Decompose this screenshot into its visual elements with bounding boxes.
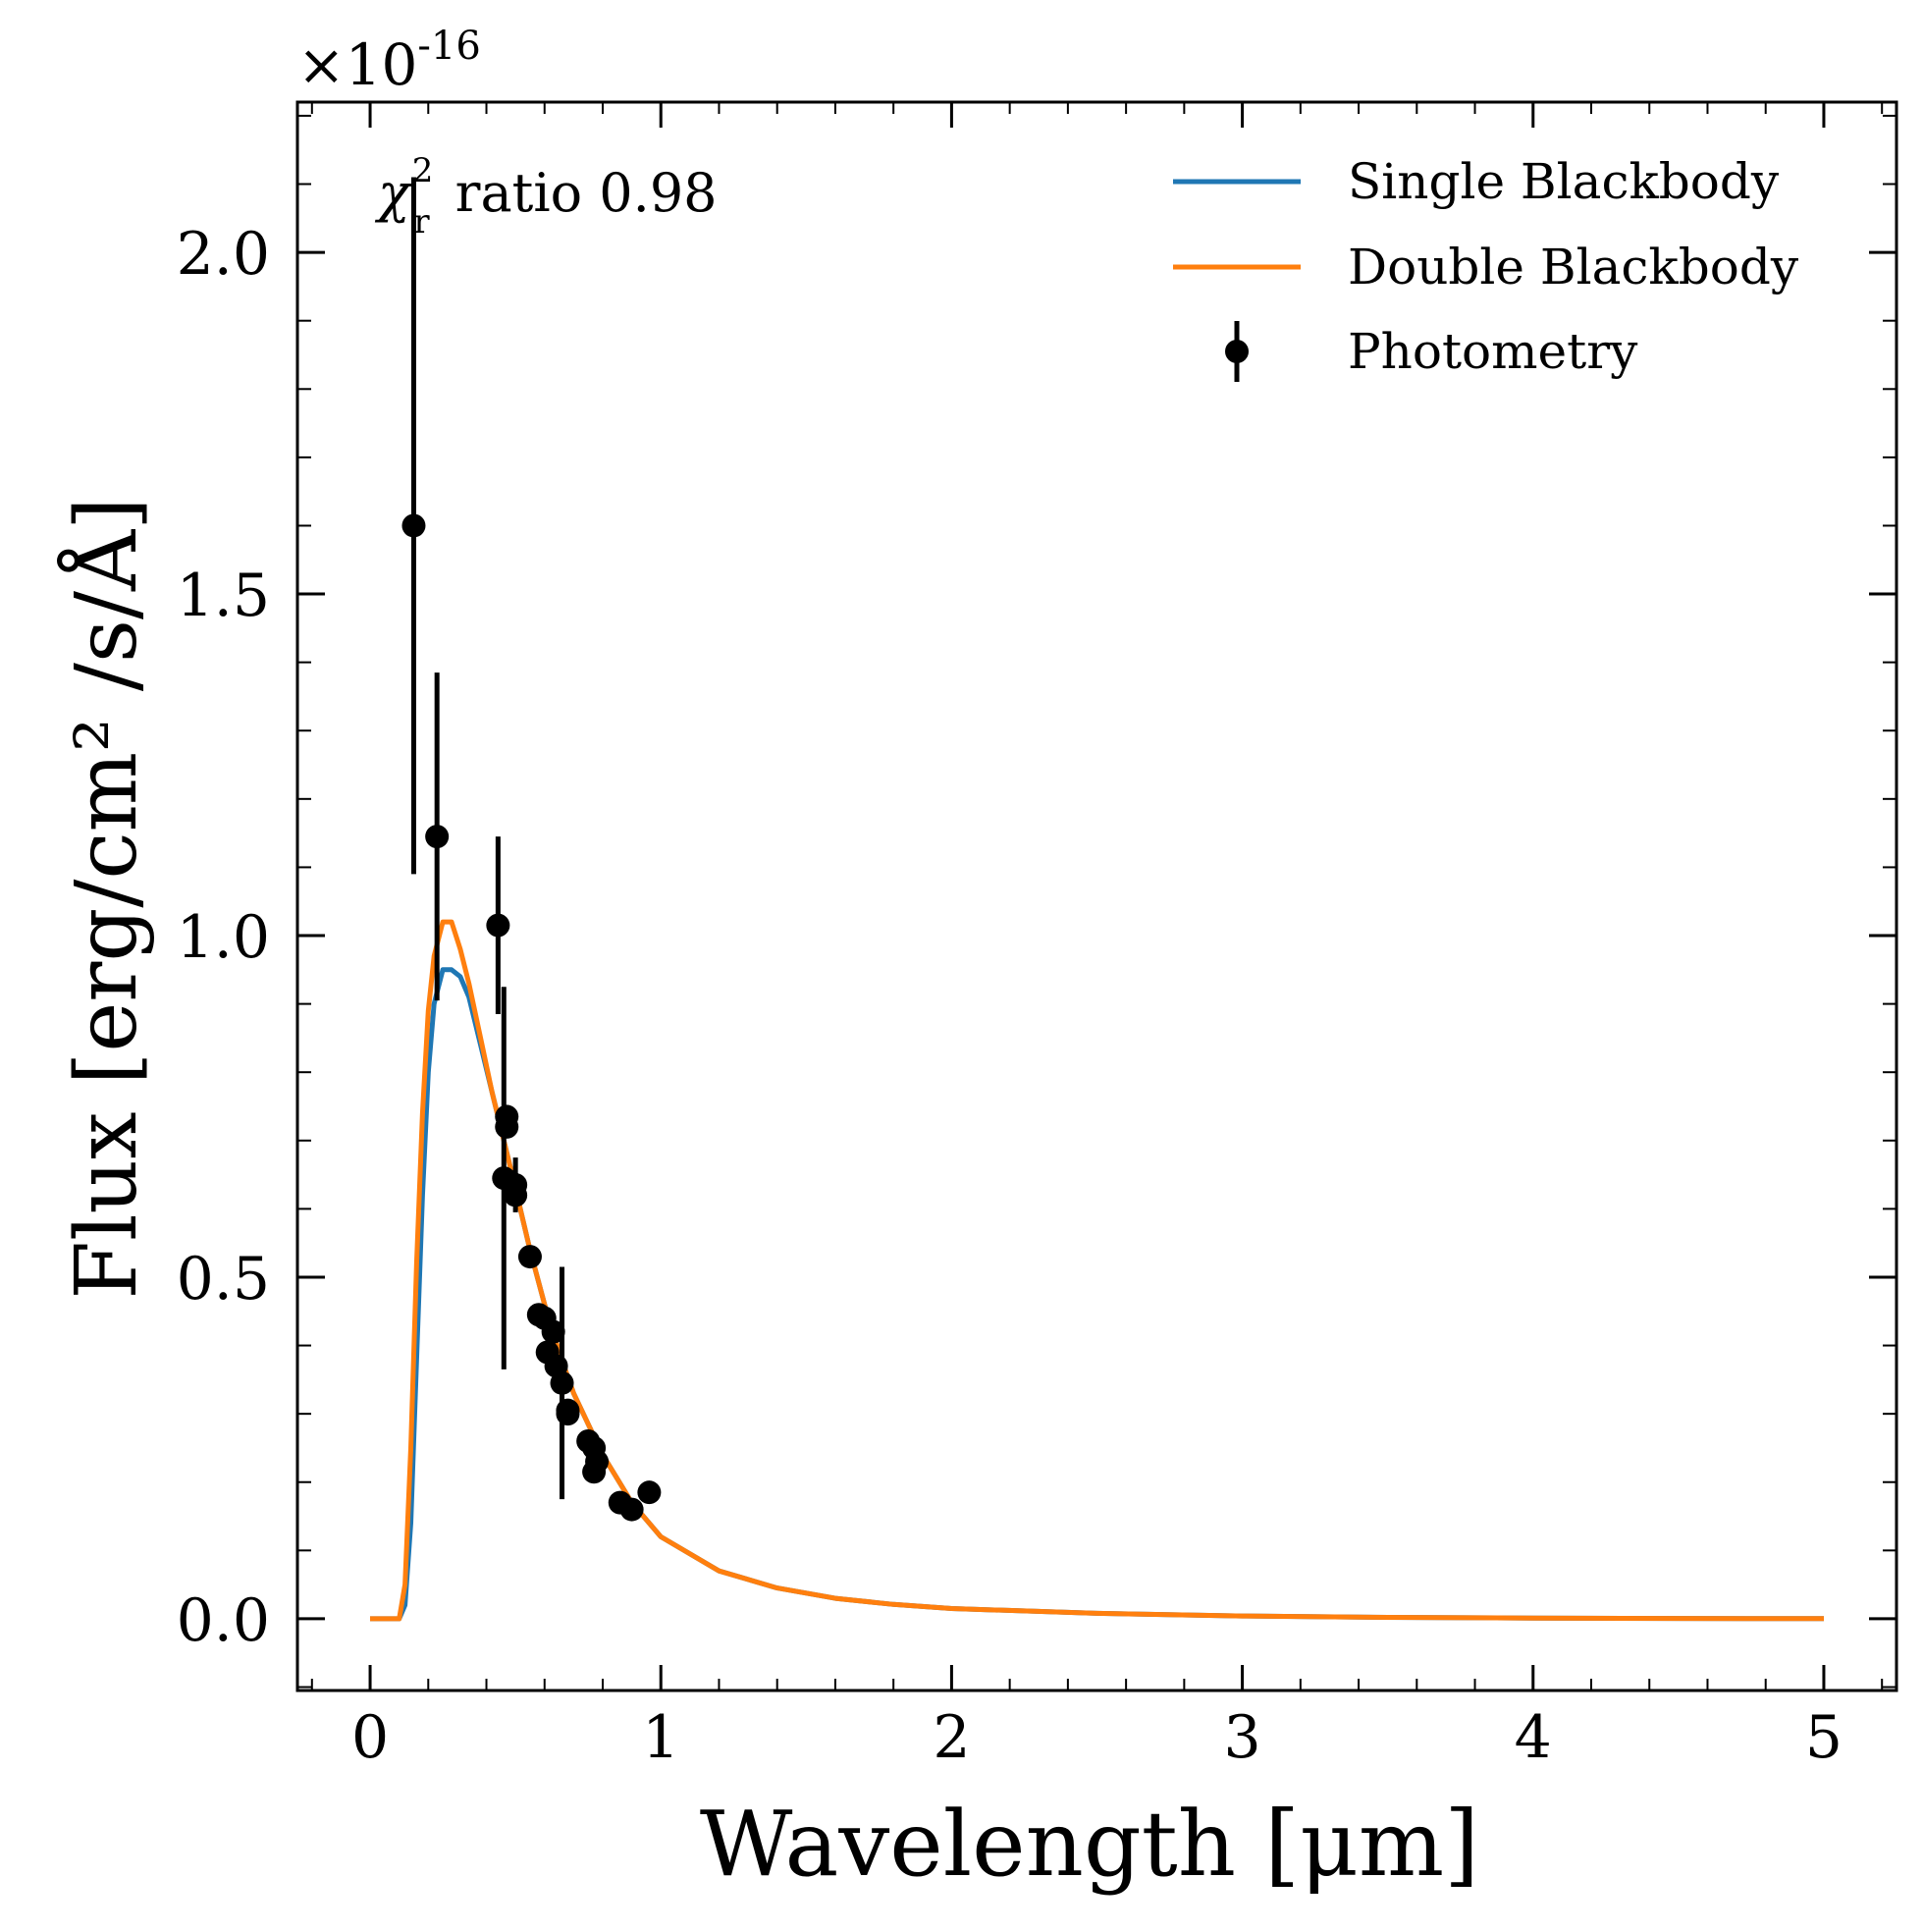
photometry-point: [556, 1402, 580, 1426]
y-multiplier-base: ×10: [297, 31, 417, 98]
y-tick-label: 2.0: [177, 220, 270, 289]
series-line-single-blackbody: [370, 967, 1825, 1622]
axes: 0 1 2 3 4 5 0.0 0.5 1.0 1.5 2.0: [177, 100, 1898, 1772]
legend-swatch-photometry-marker: [1225, 340, 1249, 363]
chi-square-annotation: χ2 r ratio 0.98: [374, 151, 718, 242]
x-tick-label: 5: [1805, 1703, 1843, 1772]
photometry-point: [401, 513, 426, 538]
photometry-point: [517, 1245, 542, 1269]
y-multiplier-exponent: -16: [417, 24, 480, 69]
y-tick-label: 0.5: [177, 1245, 270, 1314]
photometry-point: [585, 1449, 610, 1474]
photometry-point: [637, 1480, 662, 1505]
x-tick-label: 3: [1223, 1703, 1260, 1772]
series-line-double-blackbody: [370, 919, 1825, 1622]
x-axis-label: Wavelength [μm]: [700, 1792, 1479, 1897]
x-tick-label: 0: [351, 1703, 389, 1772]
photometry-point: [425, 825, 450, 849]
plot-marks: [370, 177, 1825, 1622]
x-tick-label: 2: [933, 1703, 970, 1772]
photometry-point: [550, 1370, 574, 1395]
photometry-point: [541, 1319, 565, 1344]
chi-subscript: r: [413, 202, 430, 242]
legend-label-double-blackbody: Double Blackbody: [1348, 239, 1799, 295]
photometry-point: [504, 1183, 528, 1208]
photometry-point: [495, 1114, 519, 1139]
photometry-point: [619, 1497, 644, 1522]
y-multiplier: ×10-16: [297, 24, 481, 98]
photometry-point: [486, 913, 510, 938]
legend-label-single-blackbody: Single Blackbody: [1348, 153, 1780, 210]
y-axis-label: Flux [erg/cm² /s/Å]: [57, 497, 156, 1299]
legend-label-photometry: Photometry: [1348, 323, 1638, 380]
chi-ratio-text: ratio 0.98: [455, 162, 718, 224]
chi-superscript: 2: [412, 151, 434, 190]
chi-symbol: χ: [374, 162, 413, 224]
plot-frame: [295, 100, 1898, 1692]
y-tick-label: 0.0: [177, 1586, 270, 1655]
legend: Single Blackbody Double Blackbody Photom…: [1173, 153, 1799, 382]
y-tick-label: 1.5: [177, 562, 270, 630]
x-tick-label: 4: [1515, 1703, 1552, 1772]
y-tick-label: 1.0: [177, 903, 270, 972]
x-tick-label: 1: [642, 1703, 679, 1772]
